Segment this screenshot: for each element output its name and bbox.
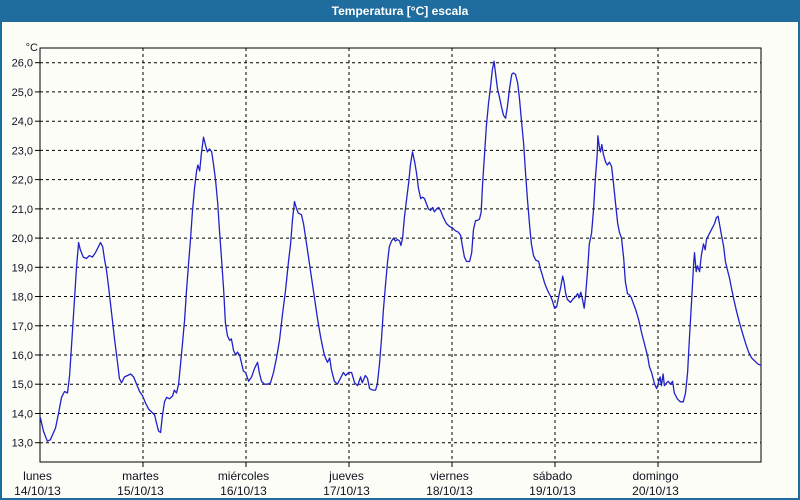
x-axis-day-name: domingo	[632, 469, 678, 483]
y-tick-label: 21,0	[12, 204, 33, 216]
chart-background	[2, 22, 798, 498]
y-tick-label: 18,0	[12, 292, 33, 304]
y-tick-label: 17,0	[12, 321, 33, 333]
y-tick-label: 23,0	[12, 145, 33, 157]
x-axis-day-date: 19/10/13	[529, 484, 576, 498]
y-tick-label: 26,0	[12, 58, 33, 70]
x-axis-day-name: martes	[122, 469, 159, 483]
y-tick-label: 22,0	[12, 175, 33, 187]
y-tick-label: 20,0	[12, 233, 33, 245]
window-titlebar: Temperatura [°C] escala	[0, 0, 800, 22]
x-axis-day-name: sábado	[533, 469, 573, 483]
x-axis-day-name: miércoles	[218, 469, 269, 483]
y-tick-label: 25,0	[12, 87, 33, 99]
y-tick-label: 24,0	[12, 116, 33, 128]
y-tick-label: 14,0	[12, 409, 33, 421]
y-tick-label: 19,0	[12, 262, 33, 274]
y-axis-unit-label: °C	[26, 42, 38, 54]
x-axis-day-date: 17/10/13	[323, 484, 370, 498]
x-axis-day-name: viernes	[430, 469, 469, 483]
x-axis-day-date: 16/10/13	[220, 484, 267, 498]
x-axis-day-name: lunes	[23, 469, 52, 483]
plot-border	[39, 47, 762, 463]
x-axis-day-date: 20/10/13	[632, 484, 679, 498]
y-tick-label: 16,0	[12, 350, 33, 362]
y-tick-label: 15,0	[12, 379, 33, 391]
x-axis-day-name: jueves	[328, 469, 364, 483]
x-axis-day-date: 14/10/13	[14, 484, 61, 498]
x-axis-day-date: 18/10/13	[426, 484, 473, 498]
chart-title: Temperatura [°C] escala	[331, 4, 469, 18]
x-axis-day-date: 15/10/13	[117, 484, 164, 498]
temperature-series-line	[39, 60, 762, 442]
y-tick-label: 13,0	[12, 438, 33, 450]
